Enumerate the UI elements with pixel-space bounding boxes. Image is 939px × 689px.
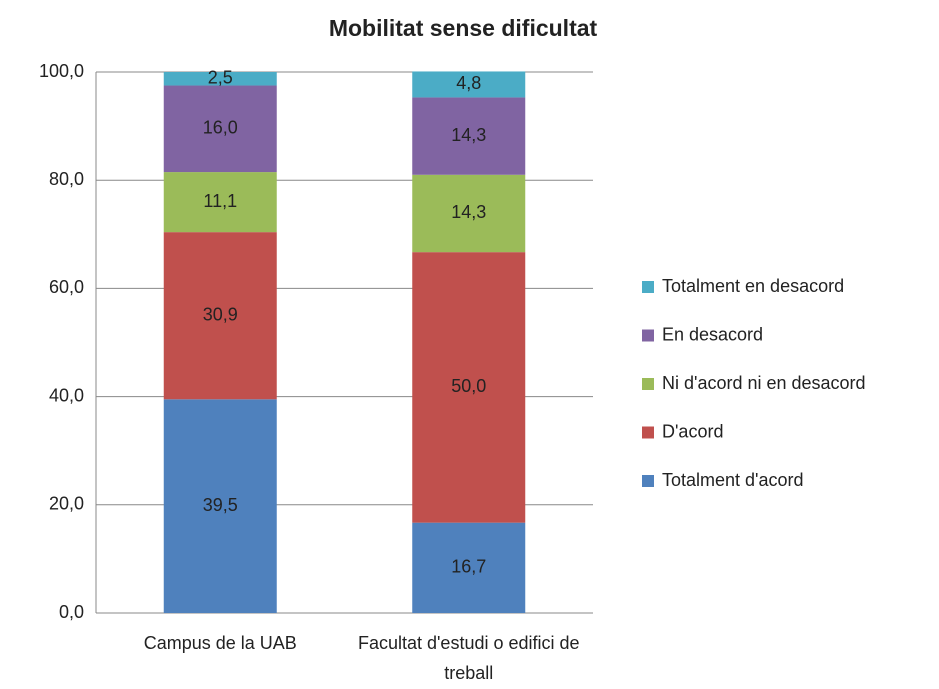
data-label: 2,5	[208, 68, 233, 88]
data-label: 14,3	[451, 125, 486, 145]
y-tick-label: 0,0	[59, 602, 84, 622]
chart-title: Mobilitat sense dificultat	[329, 15, 598, 41]
x-tick-label: Campus de la UAB	[143, 633, 297, 653]
data-label: 39,5	[203, 495, 238, 515]
legend-label: Totalment d'acord	[662, 470, 804, 490]
x-tick-label: Facultat d'estudi o edifici de treball	[357, 633, 580, 683]
data-label: 16,0	[203, 118, 238, 138]
bar-segment	[412, 252, 526, 523]
bar-segment	[412, 522, 526, 613]
data-label: 4,8	[456, 73, 481, 93]
bar-segment	[412, 97, 526, 175]
data-label: 50,0	[451, 376, 486, 396]
bar-segment	[163, 399, 277, 613]
y-tick-label: 80,0	[49, 169, 84, 189]
bar-segment	[163, 232, 277, 400]
data-label: 11,1	[203, 191, 237, 211]
bar-segment	[163, 72, 277, 86]
legend-swatch	[642, 329, 654, 342]
bar-segment	[412, 174, 526, 253]
legend-label: Totalment en desacord	[662, 276, 844, 296]
bar-segment	[412, 71, 526, 98]
legend-swatch	[642, 281, 654, 293]
bar-segment	[163, 85, 277, 173]
legend-swatch	[642, 426, 654, 439]
y-tick-label: 40,0	[49, 385, 84, 405]
bar-segment	[163, 172, 277, 233]
y-tick-label: 100,0	[39, 61, 84, 81]
data-label: 30,9	[203, 304, 238, 324]
y-tick-label: 60,0	[49, 277, 84, 297]
legend-label: D'acord	[662, 421, 723, 441]
data-label: 14,3	[451, 202, 486, 222]
y-tick-label: 20,0	[49, 494, 84, 514]
legend-label: En desacord	[662, 324, 763, 344]
legend-swatch	[642, 378, 654, 390]
legend-label: Ni d'acord ni en desacord	[662, 373, 866, 393]
legend-swatch	[642, 475, 654, 487]
data-label: 16,7	[451, 557, 486, 577]
